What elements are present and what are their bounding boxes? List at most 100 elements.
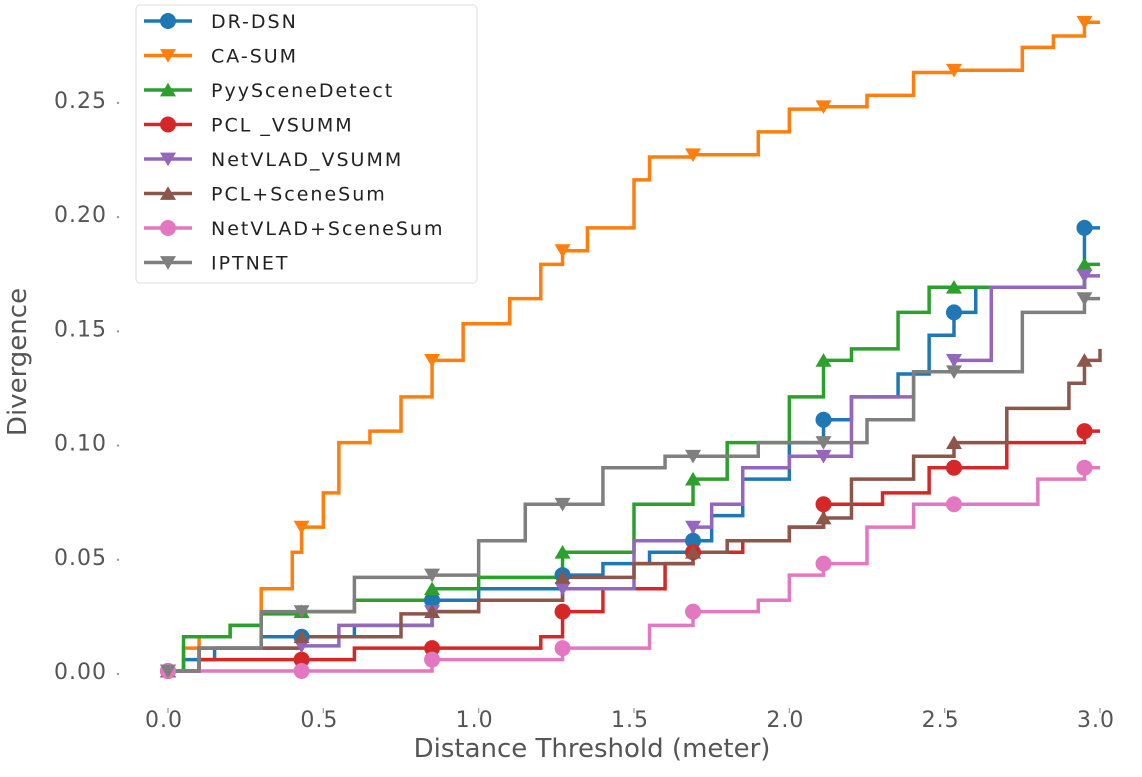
data-point (1076, 269, 1093, 284)
data-point (685, 603, 702, 620)
data-point (554, 244, 571, 258)
y-tick-label: 0.20 (54, 203, 107, 228)
data-point (293, 520, 310, 535)
y-tick-mark (116, 101, 120, 105)
x-tick-label: 0.5 (300, 708, 338, 733)
data-point (815, 436, 832, 450)
data-point (945, 459, 962, 476)
data-point (424, 353, 441, 368)
y-tick-label: 0.10 (54, 432, 107, 457)
legend-label: NetVLAD_VSUMM (211, 149, 403, 171)
x-axis-title: Distance Threshold (meter) (414, 734, 771, 764)
y-tick-mark (116, 444, 120, 447)
data-point (685, 520, 702, 535)
legend-box (135, 4, 478, 284)
x-tick-label: 1.0 (456, 708, 494, 733)
data-point (424, 604, 441, 619)
x-axis-ticks: 0.0 0.5 1.0 1.5 2.0 2.5 3.0 (145, 708, 1115, 733)
data-point (945, 365, 962, 379)
legend-marker (160, 13, 176, 29)
data-point (293, 651, 310, 668)
data-point (1076, 292, 1093, 306)
data-point (1076, 257, 1093, 271)
data-point (554, 603, 571, 620)
series-line-pyyscenedetect (168, 262, 1100, 673)
data-point (424, 592, 441, 609)
data-point (815, 449, 832, 464)
data-point (815, 496, 832, 513)
data-point (945, 280, 962, 294)
data-point (293, 605, 310, 619)
data-point (554, 582, 571, 596)
data-point (685, 148, 702, 162)
legend-label: PCL _VSUMM (211, 115, 354, 137)
legend: DR-DSN CA-SUM PyySceneDetect PCL _VSUMM NetV… (135, 4, 478, 284)
y-axis-title: Divergence (3, 288, 33, 436)
data-point (1076, 15, 1093, 30)
data-point (815, 353, 832, 367)
legend-label: DR-DSN (211, 11, 298, 33)
y-tick-label: 0.25 (54, 89, 107, 114)
legend-label: CA-SUM (211, 46, 298, 68)
legend-label: PCL+SceneSum (211, 184, 387, 206)
data-point (685, 449, 702, 464)
x-tick-label: 3.0 (1077, 708, 1115, 733)
data-point (815, 555, 832, 572)
series-line-dr-dsn (168, 226, 1100, 673)
series-markers (160, 15, 1093, 679)
data-point (293, 629, 310, 644)
x-tick-label: 2.5 (922, 708, 960, 733)
data-point (815, 510, 832, 525)
data-point (945, 63, 962, 78)
series-line-ca-sum (168, 20, 1100, 673)
data-point (1076, 423, 1093, 440)
legend-marker (160, 256, 176, 270)
data-point (424, 581, 441, 596)
data-point (685, 532, 702, 549)
legend-marker (160, 116, 176, 133)
data-point (554, 545, 571, 559)
data-point (554, 570, 571, 584)
legend-label: NetVLAD+SceneSum (211, 218, 444, 240)
data-point (160, 664, 176, 679)
x-tick-label: 0.0 (145, 708, 183, 733)
y-tick-mark (116, 558, 120, 561)
legend-marker (160, 49, 176, 63)
data-point (1076, 353, 1093, 367)
series-line-pcl-scenesum (168, 348, 1102, 673)
data-point (554, 640, 571, 657)
data-point (554, 497, 571, 512)
data-point (685, 471, 702, 486)
series-line-iptnet (168, 296, 1100, 673)
legend-label: PyySceneDetect (211, 80, 394, 102)
data-point (685, 545, 702, 559)
legend-marker (160, 220, 176, 236)
data-point (945, 353, 962, 368)
x-tick-label: 1.5 (611, 708, 649, 733)
data-point (424, 651, 441, 668)
series-lines (168, 20, 1102, 673)
data-point (945, 496, 962, 513)
series-line-netvlad-scenesum (168, 465, 1100, 673)
data-point (424, 640, 441, 657)
data-point (424, 568, 441, 583)
y-tick-label: 0.00 (54, 660, 107, 685)
y-tick-mark (116, 215, 120, 219)
data-point (1076, 459, 1093, 476)
legend-marker (160, 186, 176, 200)
legend-marker (160, 82, 176, 97)
data-point (945, 304, 962, 321)
x-tick-label: 2.0 (766, 708, 804, 733)
y-tick-mark (116, 330, 120, 333)
y-tick-mark (116, 672, 120, 676)
y-axis-ticks: 0.00 0.05 0.10 0.15 0.20 0.25 (54, 89, 120, 685)
data-point (1076, 219, 1093, 236)
y-tick-label: 0.15 (54, 317, 107, 342)
legend-label: IPTNET (211, 253, 290, 275)
data-point (945, 435, 962, 449)
legend-marker (160, 152, 176, 167)
y-tick-label: 0.05 (54, 546, 107, 571)
data-point (815, 100, 832, 114)
data-point (293, 663, 310, 679)
